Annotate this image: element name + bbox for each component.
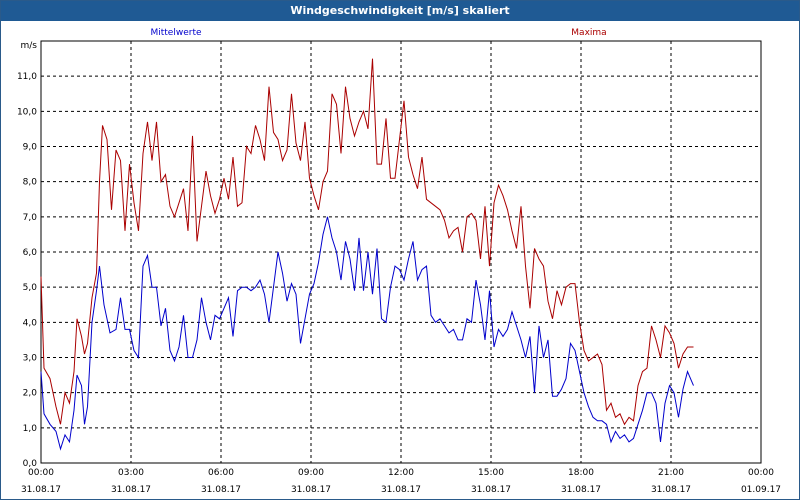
x-tick-date: 31.08.17 [21, 485, 61, 495]
x-tick-date: 31.08.17 [201, 485, 241, 495]
x-tick-time: 21:00 [658, 468, 684, 478]
y-tick-label: 7,0 [23, 213, 38, 223]
x-tick-date: 31.08.17 [291, 485, 331, 495]
x-tick-time: 06:00 [208, 468, 234, 478]
legend-mittelwerte: Mittelwerte [150, 28, 201, 38]
y-tick-label: 2,0 [23, 389, 38, 399]
y-tick-label: 8,0 [23, 178, 38, 188]
x-tick-time: 18:00 [568, 468, 594, 478]
y-tick-label: 5,0 [23, 283, 38, 293]
x-tick-date: 31.08.17 [651, 485, 691, 495]
y-tick-label: 1,0 [23, 424, 38, 434]
x-tick-date: 31.08.17 [471, 485, 511, 495]
x-tick-date: 31.08.17 [111, 485, 151, 495]
y-tick-label: 10,0 [17, 107, 37, 117]
y-tick-label: 11,0 [17, 72, 37, 82]
y-tick-label: 6,0 [23, 248, 38, 258]
y-tick-label: 3,0 [23, 354, 38, 364]
y-tick-label: 9,0 [23, 143, 38, 153]
x-tick-date: 31.08.17 [561, 485, 601, 495]
y-tick-label: 4,0 [23, 318, 38, 328]
x-tick-time: 03:00 [118, 468, 144, 478]
legend-maxima: Maxima [571, 28, 606, 38]
x-tick-time: 12:00 [388, 468, 414, 478]
plot-frame [40, 40, 762, 464]
x-tick-time: 09:00 [298, 468, 324, 478]
series-line-mittelwerte [40, 216, 694, 451]
y-axis-label: m/s [21, 41, 38, 51]
window-title: Windgeschwindigkeit [m/s] skaliert [1, 1, 799, 21]
series-line-maxima [40, 58, 694, 426]
x-tick-time: 00:00 [748, 468, 774, 478]
y-tick-label: 0,0 [23, 459, 38, 469]
x-tick-date: 01.09.17 [741, 485, 781, 495]
x-tick-time: 00:00 [28, 468, 54, 478]
x-tick-time: 15:00 [478, 468, 504, 478]
x-tick-date: 31.08.17 [381, 485, 421, 495]
